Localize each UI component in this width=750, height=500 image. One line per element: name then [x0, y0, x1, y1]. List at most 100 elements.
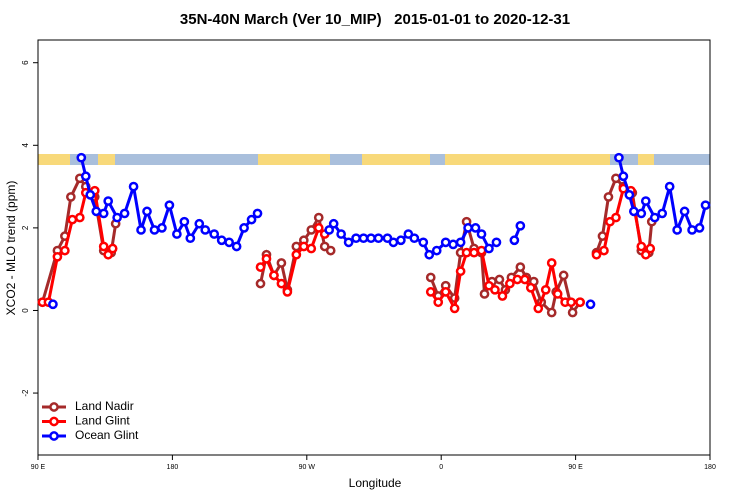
point: [185, 233, 196, 244]
point: [614, 152, 624, 163]
point: [313, 212, 324, 223]
point: [200, 225, 211, 235]
point: [136, 225, 146, 235]
point: [664, 181, 675, 192]
point: [418, 237, 429, 248]
y-tick-label: 0: [21, 308, 30, 313]
point: [246, 214, 257, 225]
point: [546, 258, 557, 268]
point: [66, 192, 76, 202]
point: [358, 233, 369, 244]
y-tick-label: 6: [21, 60, 30, 65]
point: [276, 278, 287, 289]
point: [291, 241, 302, 252]
point: [409, 233, 420, 244]
point: [373, 233, 384, 244]
point: [519, 274, 530, 285]
point: [700, 200, 711, 211]
point: [512, 274, 523, 285]
point: [479, 289, 490, 299]
point: [649, 212, 660, 223]
point: [112, 212, 122, 223]
point: [455, 237, 466, 248]
legend-label: Land Nadir: [75, 399, 134, 413]
point: [209, 229, 220, 239]
plot-frame: [37, 39, 711, 456]
point: [433, 297, 444, 308]
point: [509, 235, 520, 246]
point: [306, 243, 317, 254]
point: [505, 278, 515, 289]
point: [269, 270, 279, 281]
point: [324, 225, 335, 235]
point: [515, 262, 526, 272]
point: [291, 249, 302, 260]
point: [103, 196, 114, 206]
point: [179, 216, 190, 227]
point: [74, 212, 85, 223]
point: [157, 223, 167, 233]
point: [91, 206, 102, 217]
point: [546, 307, 557, 318]
point: [611, 173, 621, 184]
point: [469, 247, 479, 258]
point: [636, 241, 647, 252]
point: [351, 233, 361, 244]
point: [628, 206, 639, 217]
point: [48, 299, 58, 310]
y-tick-label: -2: [21, 389, 30, 397]
point: [455, 266, 466, 277]
point: [252, 208, 263, 219]
point: [687, 225, 697, 235]
y-tick-label: 2: [21, 225, 30, 230]
point: [624, 190, 635, 200]
point: [431, 245, 442, 256]
point: [306, 225, 317, 235]
point: [282, 287, 293, 297]
point: [591, 249, 602, 260]
point: [425, 287, 436, 297]
point: [164, 200, 175, 211]
point: [388, 237, 399, 248]
point: [313, 223, 324, 233]
point: [567, 307, 578, 318]
point: [67, 214, 78, 225]
legend-label: Ocean Glint: [75, 428, 139, 442]
point: [470, 223, 481, 233]
x-tick-label: 0: [439, 464, 443, 471]
point: [566, 297, 576, 308]
point: [396, 235, 406, 246]
point: [336, 229, 346, 239]
x-tick-label: 90 E: [568, 464, 583, 471]
point: [328, 218, 339, 229]
point: [80, 171, 91, 182]
point: [491, 237, 502, 248]
point: [679, 206, 690, 217]
land-ocean-strip: [38, 154, 710, 165]
point: [515, 220, 526, 231]
x-tick-label: 180: [167, 464, 179, 471]
point: [276, 258, 287, 268]
point: [224, 237, 234, 248]
point: [52, 251, 63, 262]
point: [640, 196, 651, 206]
point: [611, 212, 621, 223]
point: [255, 278, 266, 289]
x-tick-label: 90 W: [299, 464, 316, 471]
x-tick-label: 90 E: [31, 464, 46, 471]
point: [343, 237, 354, 248]
point: [533, 303, 544, 314]
point: [494, 274, 505, 285]
legend-label: Land Glint: [75, 414, 130, 428]
point: [599, 245, 609, 256]
point: [694, 223, 705, 233]
point: [440, 287, 451, 297]
point: [103, 249, 114, 260]
point: [85, 190, 96, 200]
point: [461, 247, 472, 258]
point: [525, 282, 536, 293]
x-axis-label: Longitude: [349, 476, 402, 490]
point: [490, 284, 500, 295]
legend-marker: [49, 402, 59, 412]
